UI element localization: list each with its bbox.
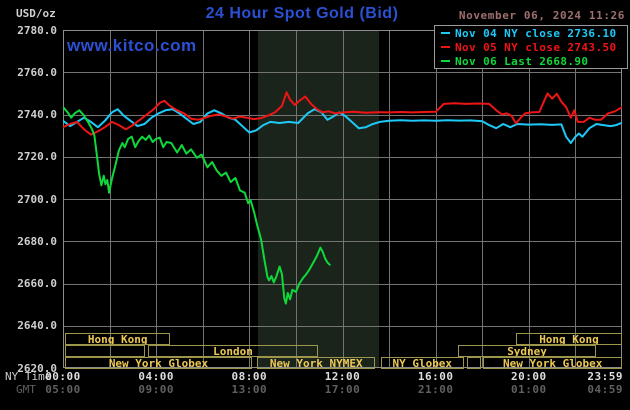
session-bar-unlabeled	[467, 357, 482, 369]
session-bar-unlabeled	[65, 345, 145, 357]
legend-item-label: Nov 05 NY close 2743.50	[455, 41, 617, 54]
session-bar-new-york-globex: New York Globex	[65, 357, 252, 369]
price-line-nov04	[62, 108, 623, 144]
x-axis-tick-gmt: 13:00	[231, 383, 268, 396]
price-line-nov06	[62, 106, 331, 305]
x-axis-tick-gmt: 05:00	[45, 383, 81, 396]
x-axis-tick-ny: 08:00	[231, 370, 268, 383]
plot-border	[63, 30, 622, 368]
x-axis-tick-ny: 20:00	[511, 370, 547, 383]
session-bar-ny-globex: NY Globex	[380, 357, 464, 369]
y-axis-unit-label: USD/oz	[16, 7, 56, 20]
session-bar-london: London	[148, 345, 319, 357]
x-axis-tick-gmt: 01:00	[511, 383, 547, 396]
y-axis-tick-label: 2720.0	[17, 150, 57, 164]
x-axis-tick-gmt: 21:00	[417, 383, 454, 396]
y-axis-tick-label: 2620.0	[17, 361, 57, 375]
y-axis-tick-label: 2780.0	[17, 23, 57, 37]
legend-item-label: Nov 06 Last 2668.90	[455, 55, 589, 68]
x-axis-tick-ny: 16:00	[417, 370, 454, 383]
legend-item: Nov 05 NY close 2743.50	[435, 41, 627, 55]
price-chart-svg	[62, 30, 623, 369]
page-title: 24 Hour Spot Gold (Bid)	[205, 5, 399, 22]
session-bar-new-york-nymex: New York NYMEX	[257, 357, 376, 369]
x-axis-tick-gmt: 09:00	[138, 383, 174, 396]
legend-item: Nov 06 Last 2668.90	[435, 55, 627, 69]
x-axis-tick-gmt: 04:59	[587, 383, 623, 396]
session-bar-sydney: Sydney	[457, 345, 597, 357]
session-bar-hong-kong: Hong Kong	[65, 333, 171, 345]
x-axis-tick-ny: 00:00	[45, 370, 81, 383]
legend-dash-icon	[441, 46, 450, 48]
y-axis-tick-label: 2740.0	[17, 108, 57, 121]
y-axis-tick-label: 2660.0	[17, 277, 57, 290]
ny-time-axis-label: NY Time	[5, 370, 52, 383]
session-bar-new-york-globex: New York Globex	[483, 357, 622, 369]
y-axis-tick-label: 2760.0	[17, 65, 57, 79]
legend-item: Nov 04 NY close 2736.10	[435, 27, 627, 41]
legend-dash-icon	[441, 60, 450, 62]
price-line-nov05	[62, 91, 623, 136]
chart-datetime: November 06, 2024 11:26	[458, 9, 625, 22]
legend-dash-icon	[441, 32, 450, 34]
x-axis-tick-ny: 12:00	[324, 370, 361, 383]
y-axis-tick-label: 2640.0	[17, 319, 57, 333]
y-axis-tick-label: 2680.0	[17, 234, 57, 248]
kitco-watermark-link[interactable]: www.kitco.com	[67, 36, 197, 55]
session-bar-hong-kong: Hong Kong	[516, 333, 622, 345]
y-axis-tick-label: 2700.0	[17, 192, 57, 206]
x-axis-tick-ny: 23:59	[587, 370, 623, 383]
x-axis-tick-gmt: 17:00	[324, 383, 361, 396]
legend-item-label: Nov 04 NY close 2736.10	[455, 27, 617, 40]
plot-area	[62, 30, 623, 369]
chart-legend: Nov 04 NY close 2736.10 Nov 05 NY close 2…	[434, 25, 628, 69]
x-axis-tick-ny: 04:00	[138, 370, 174, 383]
gmt-axis-label: GMT	[16, 383, 36, 396]
